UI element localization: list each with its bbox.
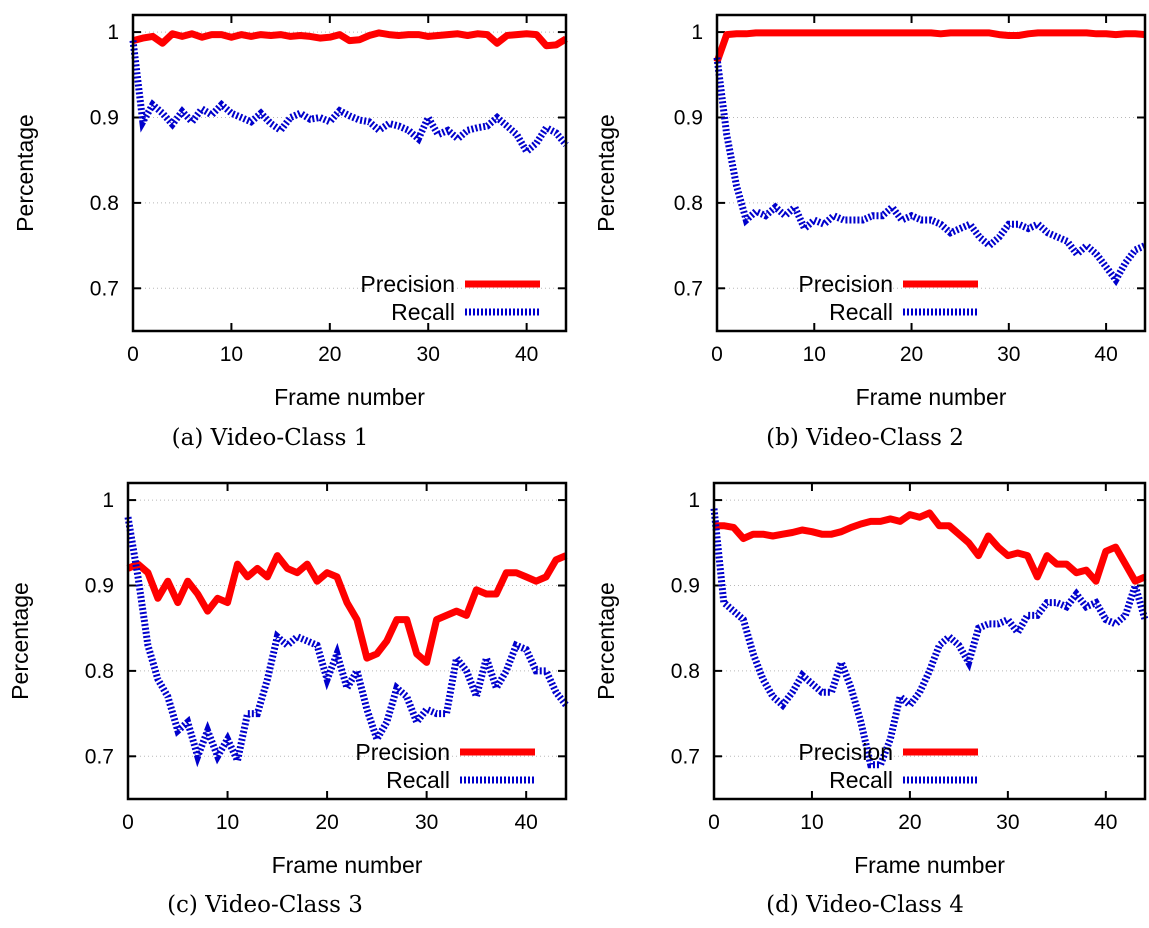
x-axis-title: Frame number <box>272 852 423 878</box>
y-tick-label: 0.7 <box>674 277 703 300</box>
y-axis-title: Percentage <box>593 582 619 700</box>
y-tick-label: 0.7 <box>85 745 114 768</box>
x-tick-label: 40 <box>515 811 538 834</box>
plot-frame <box>712 481 1147 801</box>
x-tick-label: 30 <box>996 811 1019 834</box>
y-tick-label: 0.9 <box>671 574 700 597</box>
x-tick-label: 30 <box>417 343 440 366</box>
y-tick-label: 0.9 <box>90 106 119 129</box>
x-tick-label: 20 <box>898 811 921 834</box>
series-line-precision <box>713 29 1146 64</box>
y-axis-title: Percentage <box>593 114 619 232</box>
legend-label-recall: Recall <box>391 299 455 325</box>
legend-label-recall: Recall <box>829 299 893 325</box>
y-tick-label: 0.8 <box>90 192 119 215</box>
x-tick-label: 40 <box>1094 343 1117 366</box>
x-tick-label: 20 <box>318 343 341 366</box>
plot-frame <box>131 13 568 333</box>
x-tick-label: 0 <box>122 811 134 834</box>
y-axis-title: Percentage <box>12 114 38 232</box>
subfigure-caption: (d) Video-Class 4 <box>766 892 964 918</box>
y-tick-label: 0.7 <box>671 745 700 768</box>
x-tick-label: 20 <box>900 343 923 366</box>
legend-label-recall: Recall <box>386 767 450 793</box>
y-tick-label: 1 <box>107 21 119 44</box>
x-axis-title: Frame number <box>274 384 425 410</box>
plot-frame <box>126 481 568 801</box>
y-tick-label: 1 <box>102 489 114 512</box>
legend-label-precision: Precision <box>355 739 450 765</box>
series-line-precision <box>714 509 1147 585</box>
subfigure-caption: (c) Video-Class 3 <box>167 892 363 918</box>
y-tick-label: 1 <box>691 21 703 44</box>
x-tick-label: 0 <box>711 343 723 366</box>
subfigure-caption: (b) Video-Class 2 <box>766 425 964 451</box>
x-tick-label: 0 <box>127 343 139 366</box>
series-line-recall <box>129 40 569 158</box>
x-tick-label: 10 <box>800 811 823 834</box>
x-tick-label: 10 <box>220 343 243 366</box>
y-tick-label: 0.9 <box>85 574 114 597</box>
chart-panel-b: 0.70.80.910 10 20 30 40PrecisionRecallFrame … <box>593 13 1147 451</box>
y-tick-label: 1 <box>688 489 700 512</box>
x-tick-label: 30 <box>415 811 438 834</box>
y-tick-label: 0.8 <box>85 660 114 683</box>
legend-label-recall: Recall <box>829 767 893 793</box>
x-tick-label: 0 <box>708 811 720 834</box>
x-tick-label: 30 <box>997 343 1020 366</box>
plot-frame <box>715 13 1147 333</box>
series-line-recall <box>713 57 1147 287</box>
chart-panel-c: 0.70.80.910 10 20 30 40PrecisionRecallFrame … <box>7 481 569 918</box>
chart-panel-d: 0.70.80.910 10 20 30 40PrecisionRecallFrame … <box>593 481 1149 918</box>
y-tick-label: 0.9 <box>674 106 703 129</box>
legend-label-precision: Precision <box>360 271 455 297</box>
y-axis-title: Percentage <box>7 582 33 700</box>
x-tick-label: 10 <box>216 811 239 834</box>
x-tick-label: 40 <box>1094 811 1117 834</box>
y-tick-label: 0.8 <box>671 660 700 683</box>
x-tick-label: 20 <box>315 811 338 834</box>
x-tick-label: 10 <box>803 343 826 366</box>
subfigure-caption: (a) Video-Class 1 <box>172 425 369 451</box>
x-axis-title: Frame number <box>856 384 1007 410</box>
series-line-precision <box>126 552 568 666</box>
legend-label-precision: Precision <box>798 739 893 765</box>
y-tick-label: 0.7 <box>90 277 119 300</box>
series-line-precision <box>132 29 568 50</box>
x-axis-title: Frame number <box>854 852 1005 878</box>
y-tick-label: 0.8 <box>674 192 703 215</box>
series-line-recall <box>124 516 569 772</box>
x-tick-label: 40 <box>515 343 538 366</box>
chart-panel-a: 0.70.80.910 10 20 30 40PrecisionRecallFrame … <box>12 13 569 451</box>
series-line-recall <box>710 508 1149 769</box>
legend-label-precision: Precision <box>798 271 893 297</box>
